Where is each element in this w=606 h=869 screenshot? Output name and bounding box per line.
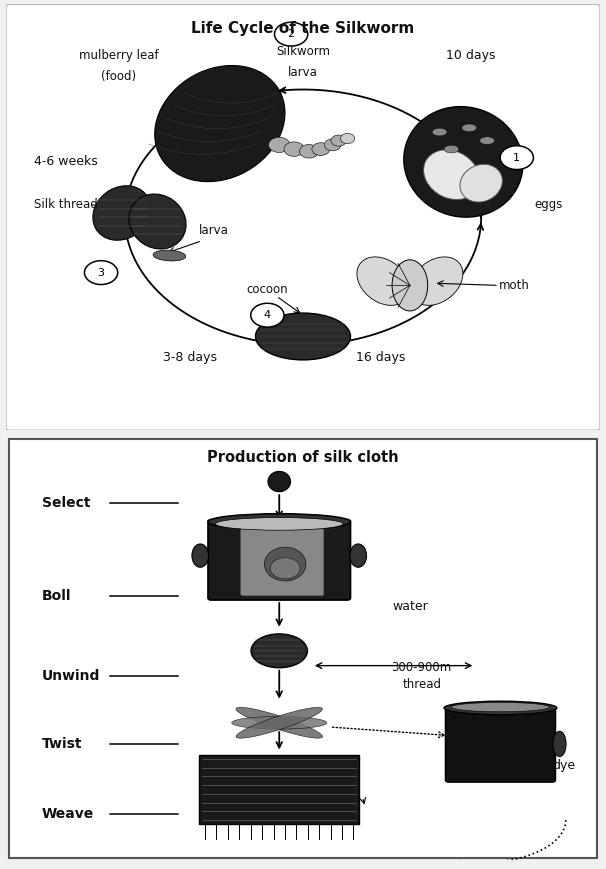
Text: cocoon: cocoon bbox=[247, 283, 288, 296]
Ellipse shape bbox=[462, 124, 477, 132]
Text: 2: 2 bbox=[288, 30, 295, 39]
Text: Boll: Boll bbox=[42, 589, 71, 603]
Circle shape bbox=[312, 143, 330, 156]
Ellipse shape bbox=[404, 107, 523, 217]
Ellipse shape bbox=[270, 558, 300, 579]
Circle shape bbox=[500, 146, 533, 169]
Ellipse shape bbox=[231, 716, 327, 729]
Ellipse shape bbox=[208, 514, 350, 530]
FancyBboxPatch shape bbox=[208, 520, 350, 600]
Text: Life Cycle of the Silkworm: Life Cycle of the Silkworm bbox=[191, 22, 415, 36]
Text: dye: dye bbox=[553, 759, 576, 772]
Text: water: water bbox=[392, 600, 428, 613]
Ellipse shape bbox=[553, 731, 566, 757]
Ellipse shape bbox=[451, 702, 550, 712]
Circle shape bbox=[324, 139, 341, 151]
Circle shape bbox=[331, 135, 347, 146]
Text: 3-8 days: 3-8 days bbox=[163, 351, 217, 364]
Circle shape bbox=[275, 23, 308, 46]
Circle shape bbox=[268, 137, 290, 153]
Ellipse shape bbox=[256, 313, 350, 360]
FancyBboxPatch shape bbox=[6, 4, 600, 430]
Ellipse shape bbox=[460, 164, 502, 202]
Text: Select: Select bbox=[42, 495, 90, 510]
Circle shape bbox=[284, 142, 304, 156]
Ellipse shape bbox=[155, 65, 285, 182]
Ellipse shape bbox=[192, 544, 208, 567]
Ellipse shape bbox=[264, 547, 306, 581]
Text: thread: thread bbox=[402, 678, 441, 691]
Text: larva: larva bbox=[199, 223, 229, 236]
FancyBboxPatch shape bbox=[241, 528, 324, 596]
Text: 16 days: 16 days bbox=[356, 351, 405, 364]
Text: mulberry leaf: mulberry leaf bbox=[79, 49, 159, 62]
Ellipse shape bbox=[129, 194, 186, 249]
Text: 4: 4 bbox=[264, 310, 271, 320]
Text: 4-6 weeks: 4-6 weeks bbox=[33, 156, 98, 169]
Ellipse shape bbox=[153, 250, 185, 261]
Text: Unwind: Unwind bbox=[42, 669, 100, 683]
Ellipse shape bbox=[357, 257, 410, 305]
Text: Production of silk cloth: Production of silk cloth bbox=[207, 450, 399, 465]
Text: 3: 3 bbox=[98, 268, 105, 277]
Circle shape bbox=[299, 144, 318, 158]
Text: 1: 1 bbox=[513, 153, 521, 163]
Text: 10 days: 10 days bbox=[445, 49, 495, 62]
Ellipse shape bbox=[350, 544, 367, 567]
Text: (food): (food) bbox=[101, 70, 136, 83]
Text: Twist: Twist bbox=[42, 737, 82, 751]
FancyBboxPatch shape bbox=[445, 706, 555, 782]
Ellipse shape bbox=[236, 707, 322, 738]
Ellipse shape bbox=[410, 257, 463, 305]
Text: moth: moth bbox=[499, 279, 530, 292]
Circle shape bbox=[341, 133, 355, 143]
Text: Silkworm: Silkworm bbox=[276, 44, 330, 57]
Text: larva: larva bbox=[288, 66, 318, 79]
Ellipse shape bbox=[251, 634, 307, 667]
FancyBboxPatch shape bbox=[199, 754, 359, 825]
Ellipse shape bbox=[424, 149, 479, 200]
Text: eggs: eggs bbox=[534, 198, 563, 211]
Ellipse shape bbox=[444, 145, 459, 153]
Text: Weave: Weave bbox=[42, 806, 94, 820]
Ellipse shape bbox=[392, 260, 428, 311]
Ellipse shape bbox=[93, 186, 151, 240]
Text: Silk thread: Silk thread bbox=[33, 198, 98, 211]
FancyBboxPatch shape bbox=[9, 439, 597, 859]
Circle shape bbox=[251, 303, 284, 327]
Ellipse shape bbox=[215, 518, 343, 530]
Ellipse shape bbox=[444, 701, 557, 714]
Ellipse shape bbox=[268, 471, 290, 492]
Ellipse shape bbox=[432, 129, 447, 136]
Circle shape bbox=[84, 261, 118, 284]
Text: 300-900m: 300-900m bbox=[391, 661, 452, 674]
Ellipse shape bbox=[480, 136, 494, 144]
Ellipse shape bbox=[236, 707, 322, 738]
